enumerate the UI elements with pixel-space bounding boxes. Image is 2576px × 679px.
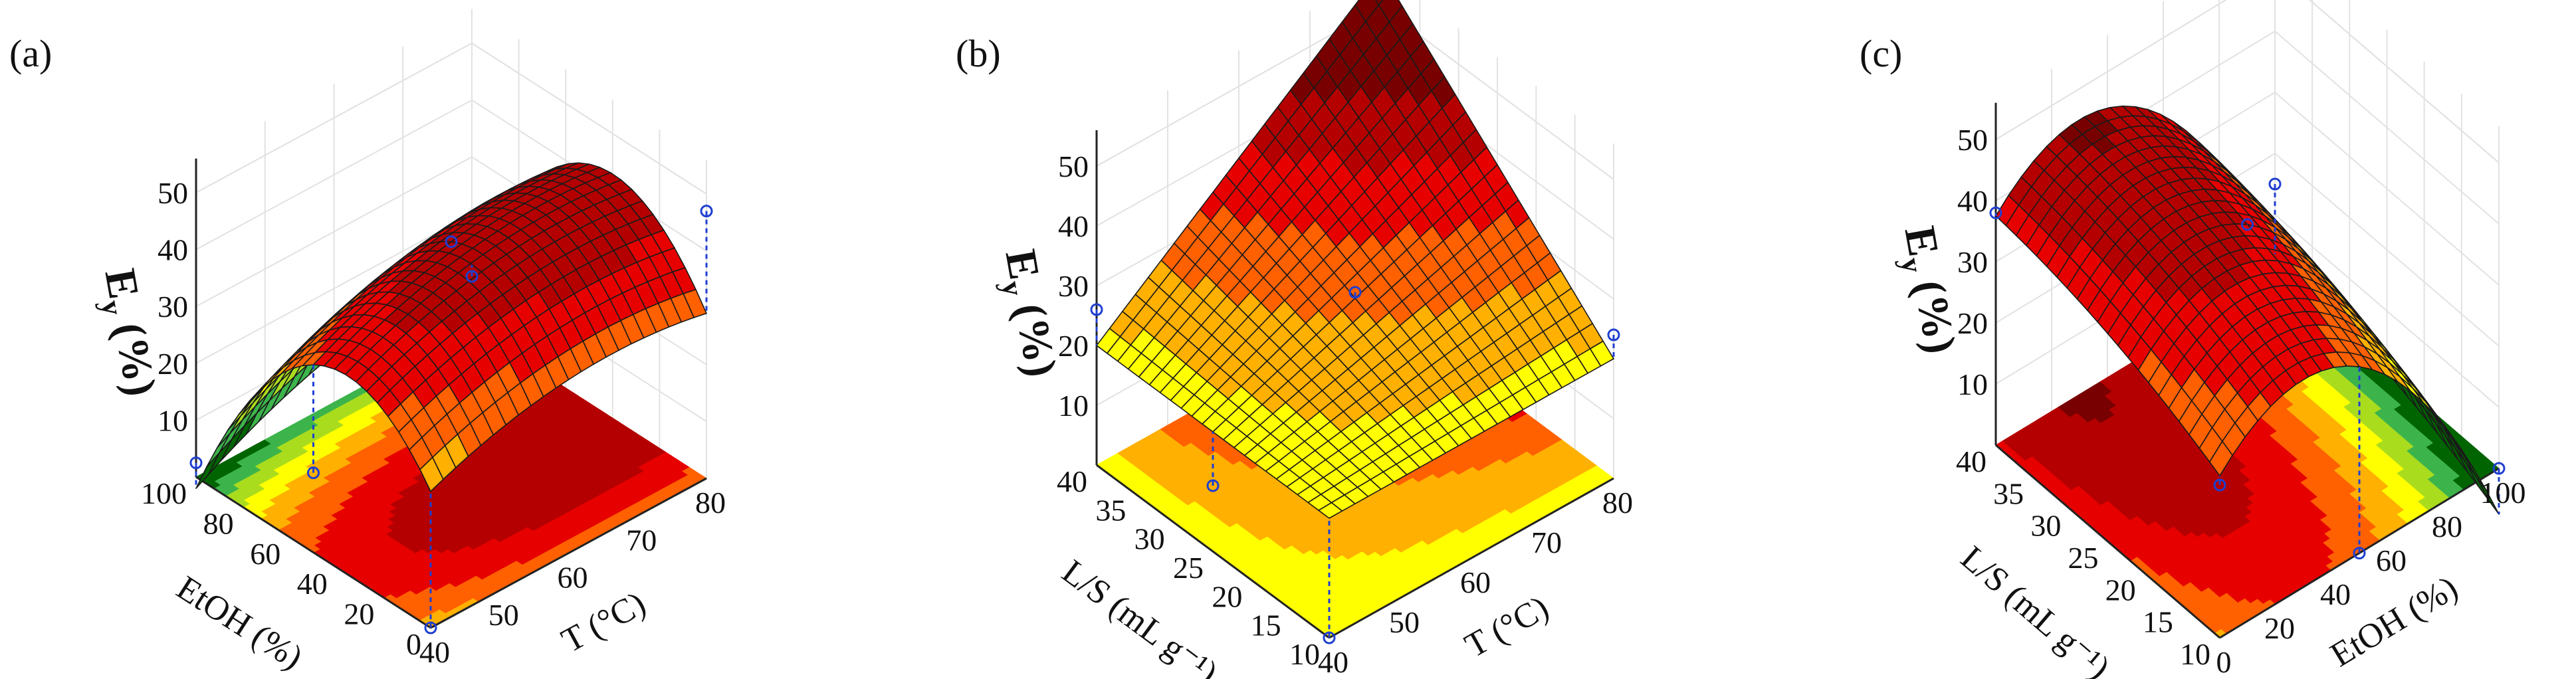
x-tick-label: 40 <box>419 635 450 669</box>
observed-point <box>1348 286 1362 299</box>
observed-point <box>2268 177 2282 191</box>
observed-point <box>2213 478 2226 492</box>
y-tick-label: 10 <box>1289 637 1320 671</box>
y-tick-label: 80 <box>203 506 234 540</box>
y-tick-label: 35 <box>1993 476 2024 510</box>
x-axis-label: T (°C) <box>556 585 652 660</box>
observed-points <box>1090 286 1620 644</box>
surface-cell <box>1374 0 1384 6</box>
y-tick-label: 20 <box>344 597 374 631</box>
z-tick-label: 20 <box>1058 329 1089 363</box>
y-tick-label: 40 <box>297 567 328 601</box>
z-tick-label: 10 <box>158 403 188 437</box>
panel-label: (c) <box>1860 32 1902 75</box>
observed-point <box>700 205 713 218</box>
y-tick-label: 30 <box>2030 509 2061 543</box>
x-tick-label: 80 <box>695 486 726 520</box>
y-tick-label: 15 <box>1251 609 1281 642</box>
observed-point <box>189 456 203 470</box>
observed-point <box>1989 206 2002 219</box>
observed-points <box>189 205 713 634</box>
z-tick-label: 30 <box>1058 269 1089 303</box>
surface-mesh <box>1995 105 2500 515</box>
y-tick-label: 20 <box>2105 573 2136 607</box>
y-tick-label: 40 <box>1956 444 1986 478</box>
surface-cell <box>2208 440 2233 477</box>
z-tick-label: 10 <box>1957 367 1988 401</box>
panel-a: (a) 40 50 60 70 80 0 20 40 60 80 100 10 20 30 40 50 T (°C… <box>9 9 726 677</box>
observed-point <box>445 235 458 248</box>
observed-point <box>1607 328 1620 341</box>
x-tick-label: 70 <box>1531 526 1562 559</box>
y-tick-label: 15 <box>2143 605 2173 639</box>
surface-cell <box>1318 502 1343 519</box>
z-axis-label: Ey (%) <box>1889 223 1965 358</box>
surface-mesh <box>195 162 707 492</box>
x-tick-label: 60 <box>558 561 588 595</box>
z-tick-label: 10 <box>1058 389 1089 423</box>
z-tick-label: 50 <box>158 176 188 210</box>
z-tick-label: 50 <box>1058 149 1089 183</box>
z-tick-label: 40 <box>1058 209 1089 243</box>
x-tick-label: 40 <box>1318 645 1348 679</box>
z-tick-label: 50 <box>1957 123 1988 157</box>
y-tick-label: 25 <box>2068 541 2099 575</box>
panel-label: (a) <box>9 32 52 75</box>
y-tick-label: 20 <box>1212 579 1242 613</box>
y-tick-label: 25 <box>1173 551 1204 585</box>
x-tick-label: 40 <box>2320 577 2351 611</box>
x-tick-label: 20 <box>2264 611 2295 645</box>
y-tick-label: 10 <box>2180 637 2210 671</box>
observed-point <box>1090 303 1103 316</box>
x-tick-label: 50 <box>1389 605 1420 639</box>
x-tick-label: 60 <box>1460 565 1491 599</box>
z-tick-label: 40 <box>158 233 188 267</box>
x-tick-label: 50 <box>488 598 519 632</box>
z-tick-label: 20 <box>1957 306 1988 340</box>
observed-point <box>1206 479 1220 492</box>
axes <box>1095 130 1614 639</box>
observed-point <box>424 621 437 634</box>
tick-labels: 40 50 60 70 80 0 20 40 60 80 100 10 20 30 40 50 <box>141 176 726 669</box>
z-tick-label: 30 <box>1957 245 1988 279</box>
observed-point <box>465 270 479 283</box>
observed-point <box>307 466 320 480</box>
surface-mesh <box>1096 0 1614 519</box>
panel-c: (c)020406080100101520253035401020304050E… <box>1860 0 2526 679</box>
y-axis-label: EtOH (%) <box>170 569 309 677</box>
observed-point <box>2241 218 2254 231</box>
z-tick-label: 30 <box>158 290 188 324</box>
observed-point <box>2353 547 2366 559</box>
x-tick-label: 70 <box>626 523 657 557</box>
x-tick-label: 80 <box>1602 486 1633 520</box>
observed-point <box>2492 462 2506 475</box>
y-tick-label: 0 <box>406 627 421 661</box>
y-tick-label: 100 <box>141 476 187 510</box>
z-tick-label: 40 <box>1957 184 1988 218</box>
y-tick-label: 60 <box>250 537 280 571</box>
z-axis-label: Ey (%) <box>90 265 165 401</box>
x-tick-label: 0 <box>2216 645 2232 679</box>
x-tick-label: 80 <box>2432 510 2462 543</box>
x-tick-label: 100 <box>2480 476 2526 510</box>
y-tick-label: 35 <box>1095 493 1126 527</box>
observed-point <box>1323 631 1336 644</box>
y-tick-label: 30 <box>1134 522 1165 556</box>
observed-points <box>1989 177 2506 559</box>
surface-cell <box>419 456 444 492</box>
z-tick-label: 20 <box>158 347 188 381</box>
axes <box>195 158 707 629</box>
y-tick-label: 40 <box>1057 464 1087 498</box>
panel-label: (b) <box>956 32 1001 75</box>
z-axis-label: Ey (%) <box>990 246 1066 381</box>
x-axis-label: T (°C) <box>1459 589 1555 665</box>
x-tick-label: 60 <box>2376 543 2407 577</box>
